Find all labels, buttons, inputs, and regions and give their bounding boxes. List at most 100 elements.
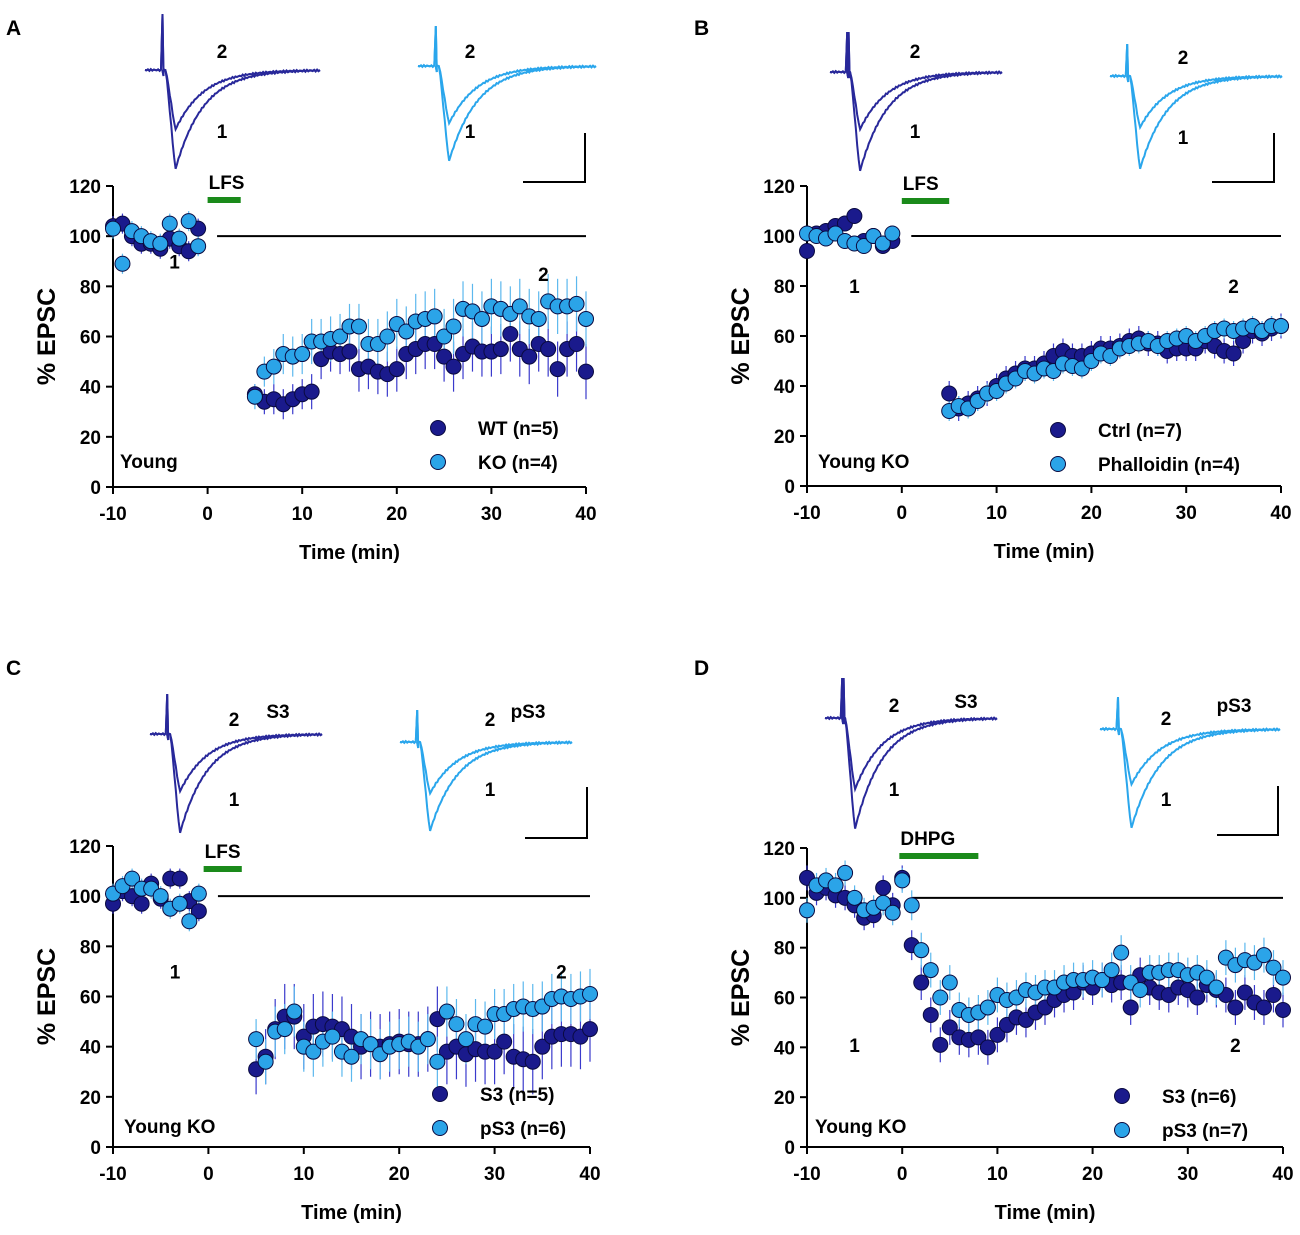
trace-group-right: 21 <box>1109 43 1283 170</box>
trace-label-one: 1 <box>465 122 476 143</box>
data-point <box>190 238 207 255</box>
panel-letter: A <box>6 17 21 40</box>
data-point <box>855 238 872 254</box>
trace-label-one: 1 <box>1161 790 1172 811</box>
data-point <box>486 1043 503 1060</box>
data-point <box>884 225 901 242</box>
data-point <box>578 310 594 327</box>
legend-marker <box>432 1120 448 1136</box>
data-point <box>1094 972 1111 989</box>
legend-marker <box>432 1086 448 1102</box>
legend-marker <box>430 420 446 436</box>
data-point <box>1255 999 1272 1016</box>
y-tick-label: 80 <box>80 937 101 958</box>
data-point <box>799 243 815 259</box>
legend-label: KO (n=4) <box>478 453 558 474</box>
x-tick-label: -10 <box>793 1164 820 1185</box>
data-point <box>970 1029 987 1046</box>
x-tick-label: 10 <box>986 503 1007 524</box>
data-point <box>837 864 854 881</box>
data-point <box>922 962 939 979</box>
legend-label: WT (n=5) <box>478 419 559 440</box>
data-point <box>152 888 169 905</box>
legend-label: Ctrl (n=7) <box>1098 421 1182 442</box>
x-tick-label: 30 <box>481 504 502 525</box>
legend-marker <box>1050 456 1066 472</box>
data-point <box>124 870 141 887</box>
epsc-trace-2 <box>399 709 573 797</box>
data-point <box>1132 982 1149 999</box>
data-point <box>846 208 863 224</box>
trace-group-right: 2 1 pS3 <box>1099 696 1281 829</box>
legend-label: Phalloidin (n=4) <box>1098 455 1240 476</box>
data-point <box>152 235 169 252</box>
trace-label-one: 1 <box>217 122 228 143</box>
legend-marker <box>1114 1088 1130 1104</box>
x-tick-label: 0 <box>203 1164 214 1185</box>
x-axis-label: Time (min) <box>301 1202 402 1224</box>
y-tick-label: 60 <box>80 988 101 1009</box>
y-tick-label: 0 <box>90 478 101 499</box>
epsc-trace-2 <box>1109 43 1283 131</box>
y-tick-label: 40 <box>774 1038 795 1059</box>
y-tick-label: 120 <box>69 837 101 858</box>
trace-label-two: 2 <box>889 696 900 717</box>
scale-bar <box>525 787 588 839</box>
x-tick-label: 20 <box>386 504 407 525</box>
epsc-trace-2 <box>829 31 1003 133</box>
x-axis-label: Time (min) <box>994 541 1095 563</box>
y-tick-label: 0 <box>90 1138 101 1159</box>
data-point <box>1113 944 1130 961</box>
timepoint-marker: 1 <box>170 962 181 983</box>
legend: Ctrl (n=7) Phalloidin (n=4) <box>1050 421 1240 476</box>
data-point <box>827 877 844 894</box>
data-point <box>582 985 598 1002</box>
trace-label-two: 2 <box>1178 48 1189 69</box>
y-tick-label: 0 <box>784 1138 795 1159</box>
y-tick-label: 120 <box>69 177 101 198</box>
data-point <box>941 974 958 991</box>
data-point <box>502 325 519 342</box>
series-points-1 <box>799 864 1291 1023</box>
data-point <box>181 913 198 930</box>
scale-bar <box>523 133 586 183</box>
trace-label-two: 2 <box>217 42 228 63</box>
x-tick-label: 20 <box>1082 1164 1103 1185</box>
treatment-label: DHPG <box>900 829 955 850</box>
panel-d: D 2 1 S3 2 1 pS3 0 20 40 60 80 100 120 -10 0 10 20 30 40 Tim… <box>694 657 1294 1224</box>
trace-label-one: 1 <box>889 780 900 801</box>
trace-label-two: 2 <box>1161 709 1172 730</box>
data-point <box>286 1003 303 1020</box>
condition-label: Young <box>120 452 178 473</box>
data-point <box>1103 962 1120 979</box>
treatment-label: LFS <box>903 174 939 195</box>
trace-label-two: 2 <box>229 710 240 731</box>
legend-label: S3 (n=5) <box>480 1085 554 1106</box>
data-point <box>276 1021 293 1038</box>
trace-label-two: 2 <box>485 710 496 731</box>
trace-group-left: 2 1 S3 <box>149 693 323 834</box>
data-point <box>932 989 949 1006</box>
data-point <box>362 1036 379 1053</box>
data-point <box>846 889 863 906</box>
y-axis-label: % EPSC <box>33 948 61 1045</box>
panel-letter: B <box>694 17 709 40</box>
data-point <box>799 902 815 919</box>
y-axis-label: % EPSC <box>727 949 755 1046</box>
data-point <box>473 310 490 327</box>
series-0 <box>806 865 1284 1065</box>
data-point <box>1227 999 1244 1016</box>
trace-label-tag: pS3 <box>511 702 546 723</box>
x-tick-label: 40 <box>579 1164 600 1185</box>
data-point <box>477 1018 494 1035</box>
data-point <box>1265 987 1282 1004</box>
condition-label: Young KO <box>124 1117 215 1138</box>
trace-group-left: 21 <box>144 13 321 170</box>
data-point <box>265 358 282 375</box>
data-point <box>341 343 358 360</box>
y-tick-label: 100 <box>69 887 101 908</box>
x-tick-label: -10 <box>793 503 820 524</box>
timepoint-marker: 2 <box>1228 277 1239 298</box>
data-point <box>989 1026 1006 1043</box>
